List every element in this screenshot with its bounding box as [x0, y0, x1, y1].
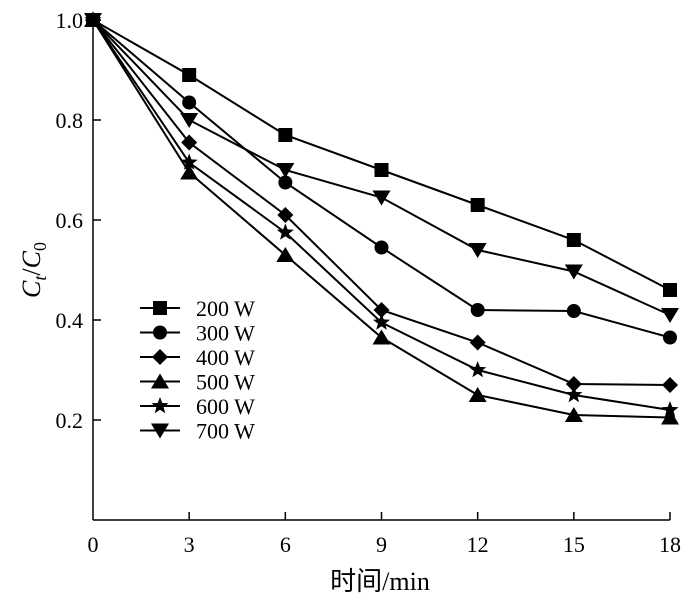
data-point [182, 68, 197, 82]
series-2 [85, 12, 678, 393]
legend-item: 300 W [140, 321, 255, 346]
x-tick-label: 18 [659, 532, 681, 557]
x-tick-label: 15 [563, 532, 585, 557]
data-point [278, 128, 293, 142]
x-tick-label: 3 [184, 532, 195, 557]
data-point [372, 313, 391, 330]
data-point [276, 163, 295, 178]
data-point [663, 283, 677, 297]
series-0 [86, 13, 677, 297]
data-point [180, 113, 199, 128]
data-point [276, 247, 295, 262]
y-tick-label: 0.6 [56, 208, 84, 233]
ticks: 0 3 6 9 12 15 18 0.2 0.4 0.6 0.8 1.0 [56, 8, 682, 557]
data-point [661, 308, 679, 323]
data-point [566, 233, 581, 247]
y-tick-label: 0.4 [56, 308, 84, 333]
data-point [180, 153, 198, 170]
data-point [565, 386, 583, 403]
legend-marker [151, 373, 169, 389]
data-point [373, 302, 390, 318]
legend-item: 600 W [140, 394, 255, 419]
legend-marker [151, 397, 169, 414]
y-axis-title-slash: / [17, 268, 46, 276]
legend-label: 400 W [196, 345, 255, 370]
data-point [278, 175, 293, 190]
y-axis-title: Ct/C0 [17, 242, 50, 298]
y-axis-title-c: C [17, 280, 46, 298]
data-point [470, 303, 485, 317]
data-point [372, 329, 391, 345]
x-tick-label: 12 [467, 532, 489, 557]
data-point [276, 223, 294, 240]
data-point [564, 407, 583, 422]
x-tick-label: 0 [88, 532, 99, 557]
y-axis-title-sub-t: t [30, 275, 50, 281]
data-point [663, 330, 677, 345]
data-point [182, 95, 197, 110]
y-axis-title-c0: C [17, 250, 46, 268]
data-point [84, 13, 102, 28]
data-point [564, 264, 583, 280]
legend-item: 500 W [140, 370, 255, 395]
data-point [661, 409, 679, 425]
data-point [374, 240, 389, 255]
legend-item: 700 W [140, 419, 255, 444]
data-point [468, 387, 487, 402]
legend-marker [151, 423, 169, 439]
legend-label: 600 W [196, 394, 255, 419]
series-line [92, 19, 671, 411]
series-line [92, 19, 671, 339]
data-point [277, 207, 294, 223]
data-point [662, 377, 678, 393]
x-tick-label: 6 [280, 532, 291, 557]
y-tick-label: 1.0 [56, 8, 84, 33]
data-point [469, 334, 486, 351]
legend-marker [152, 349, 168, 365]
series-5 [84, 13, 679, 323]
y-tick-label: 0.8 [56, 108, 84, 133]
data-point [566, 304, 581, 318]
legend-label: 700 W [196, 419, 255, 444]
y-axis-title-sub-0: 0 [30, 242, 50, 251]
legend-marker [153, 325, 167, 340]
data-point [374, 163, 389, 177]
legend-item: 200 W [140, 296, 255, 321]
legend-label: 500 W [196, 370, 255, 395]
data-point [468, 243, 487, 258]
legend-item: 400 W [140, 345, 255, 370]
data-point [372, 190, 391, 206]
data-point [661, 401, 679, 418]
legend-label: 200 W [196, 296, 255, 321]
x-axis-title: 时间/min [330, 567, 430, 596]
y-tick-label: 0.2 [56, 408, 84, 433]
series-3 [84, 12, 679, 425]
data-point [565, 376, 582, 392]
data-point [181, 134, 198, 151]
data-point [470, 198, 485, 212]
legend-label: 300 W [196, 321, 255, 346]
x-tick-label: 9 [376, 532, 387, 557]
data-point [180, 164, 199, 180]
legend-marker [153, 301, 167, 315]
data-point [469, 361, 487, 378]
series-1 [86, 13, 677, 345]
series-group [84, 11, 679, 425]
